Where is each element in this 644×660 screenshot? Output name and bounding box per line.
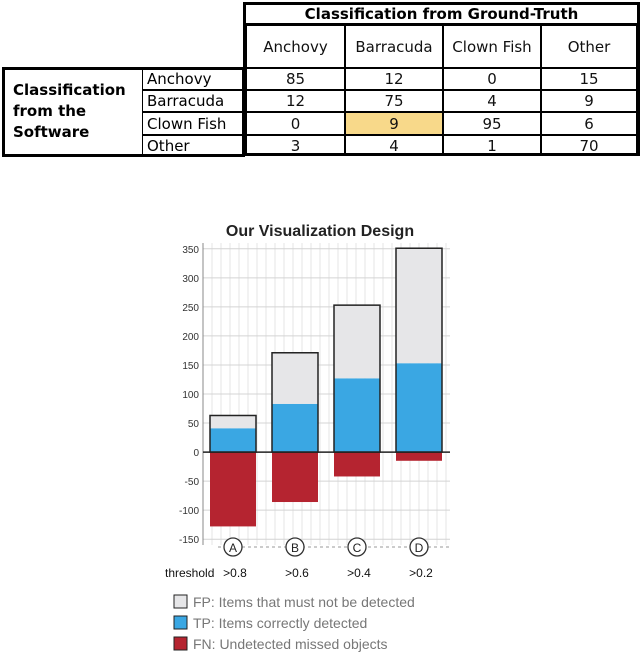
matrix-cell: 70 — [541, 135, 637, 156]
category-label: C — [353, 541, 362, 555]
fn-bar — [396, 452, 442, 461]
matrix-cell: 4 — [443, 90, 541, 112]
tp-bar — [334, 378, 380, 453]
software-title-line: from the — [13, 102, 87, 120]
legend-swatch — [173, 594, 188, 609]
y-tick-label: -50 — [185, 477, 200, 488]
matrix-cell: 6 — [541, 112, 637, 135]
category-layer: A >0.8 B >0.6 C >0.4 D >0.2 — [223, 537, 433, 580]
matrix-cell: 75 — [345, 90, 443, 112]
chart-title: Our Visualization Design — [226, 223, 414, 240]
y-tick-label: 250 — [182, 303, 199, 314]
col-header-barracuda: Barracuda — [345, 25, 443, 68]
legend-swatch — [173, 615, 188, 630]
legend-swatch — [173, 636, 188, 651]
matrix-cell-highlighted: 9 — [345, 112, 443, 135]
matrix-cell: 15 — [541, 68, 637, 90]
matrix-cell: 0 — [443, 68, 541, 90]
y-tick-label: -150 — [179, 535, 199, 546]
tp-bar — [272, 403, 318, 453]
fn-bar — [272, 452, 318, 503]
fp-bar — [334, 305, 380, 379]
y-tick-label: -100 — [179, 506, 199, 517]
col-header-other: Other — [541, 25, 637, 68]
row-label-clown-fish: Clown Fish — [142, 112, 244, 135]
software-title: Classification from the Software — [13, 80, 141, 143]
threshold-label: threshold — [165, 566, 214, 580]
y-tick-label: 100 — [182, 390, 199, 401]
confusion-matrix: Classification from Ground-Truth Anchovy… — [0, 0, 644, 160]
tp-bar — [396, 363, 442, 453]
legend-label: TP: Items correctly detected — [193, 615, 367, 631]
ground-truth-title: Classification from Ground-Truth — [246, 5, 637, 25]
category-label: B — [291, 541, 299, 555]
row-label-other: Other — [142, 135, 244, 157]
y-tick-label: 300 — [182, 274, 199, 285]
legend-label: FN: Undetected missed objects — [193, 636, 388, 652]
matrix-cell: 12 — [246, 90, 345, 112]
y-tick-label: 350 — [182, 245, 199, 256]
row-label-anchovy: Anchovy — [142, 68, 244, 90]
threshold-value-label: >0.6 — [285, 566, 309, 580]
bars-layer — [209, 247, 443, 527]
y-tick-label: 0 — [193, 448, 199, 459]
matrix-cell: 3 — [246, 135, 345, 156]
matrix-cell: 95 — [443, 112, 541, 135]
software-title-line: Classification — [13, 81, 126, 99]
category-label: A — [229, 541, 237, 555]
category-label: D — [415, 541, 424, 555]
fn-bar — [210, 452, 256, 527]
matrix-cell: 1 — [443, 135, 541, 156]
matrix-cell: 4 — [345, 135, 443, 156]
fn-bar — [334, 452, 380, 477]
col-header-anchovy: Anchovy — [246, 25, 345, 68]
matrix-cell: 9 — [541, 90, 637, 112]
category-circle — [285, 537, 305, 557]
row-label-barracuda: Barracuda — [142, 90, 244, 112]
threshold-value-label: >0.4 — [347, 566, 371, 580]
threshold-value-label: >0.8 — [223, 566, 247, 580]
legend: FP: Items that must not be detected TP: I… — [173, 594, 415, 652]
y-tick-label: 200 — [182, 332, 199, 343]
col-header-clown-fish: Clown Fish — [443, 25, 541, 68]
fp-bar — [272, 352, 318, 404]
chart-svg: Our Visualization Design 350 300 250 200 150… — [165, 223, 450, 652]
fp-bar — [210, 415, 256, 429]
category-circle — [223, 537, 243, 557]
matrix-cell: 12 — [345, 68, 443, 90]
legend-label: FP: Items that must not be detected — [193, 594, 415, 610]
y-tick-label: 150 — [182, 361, 199, 372]
fp-bar — [396, 248, 442, 364]
y-tick-label: 50 — [188, 419, 200, 430]
threshold-value-label: >0.2 — [409, 566, 433, 580]
visualization-chart: Our Visualization Design 350 300 250 200 150… — [160, 215, 470, 656]
matrix-cell: 85 — [246, 68, 345, 90]
matrix-cell: 0 — [246, 112, 345, 135]
tp-bar — [210, 428, 256, 453]
software-title-line: Software — [13, 123, 90, 141]
category-circle — [409, 537, 429, 557]
category-circle — [347, 537, 367, 557]
